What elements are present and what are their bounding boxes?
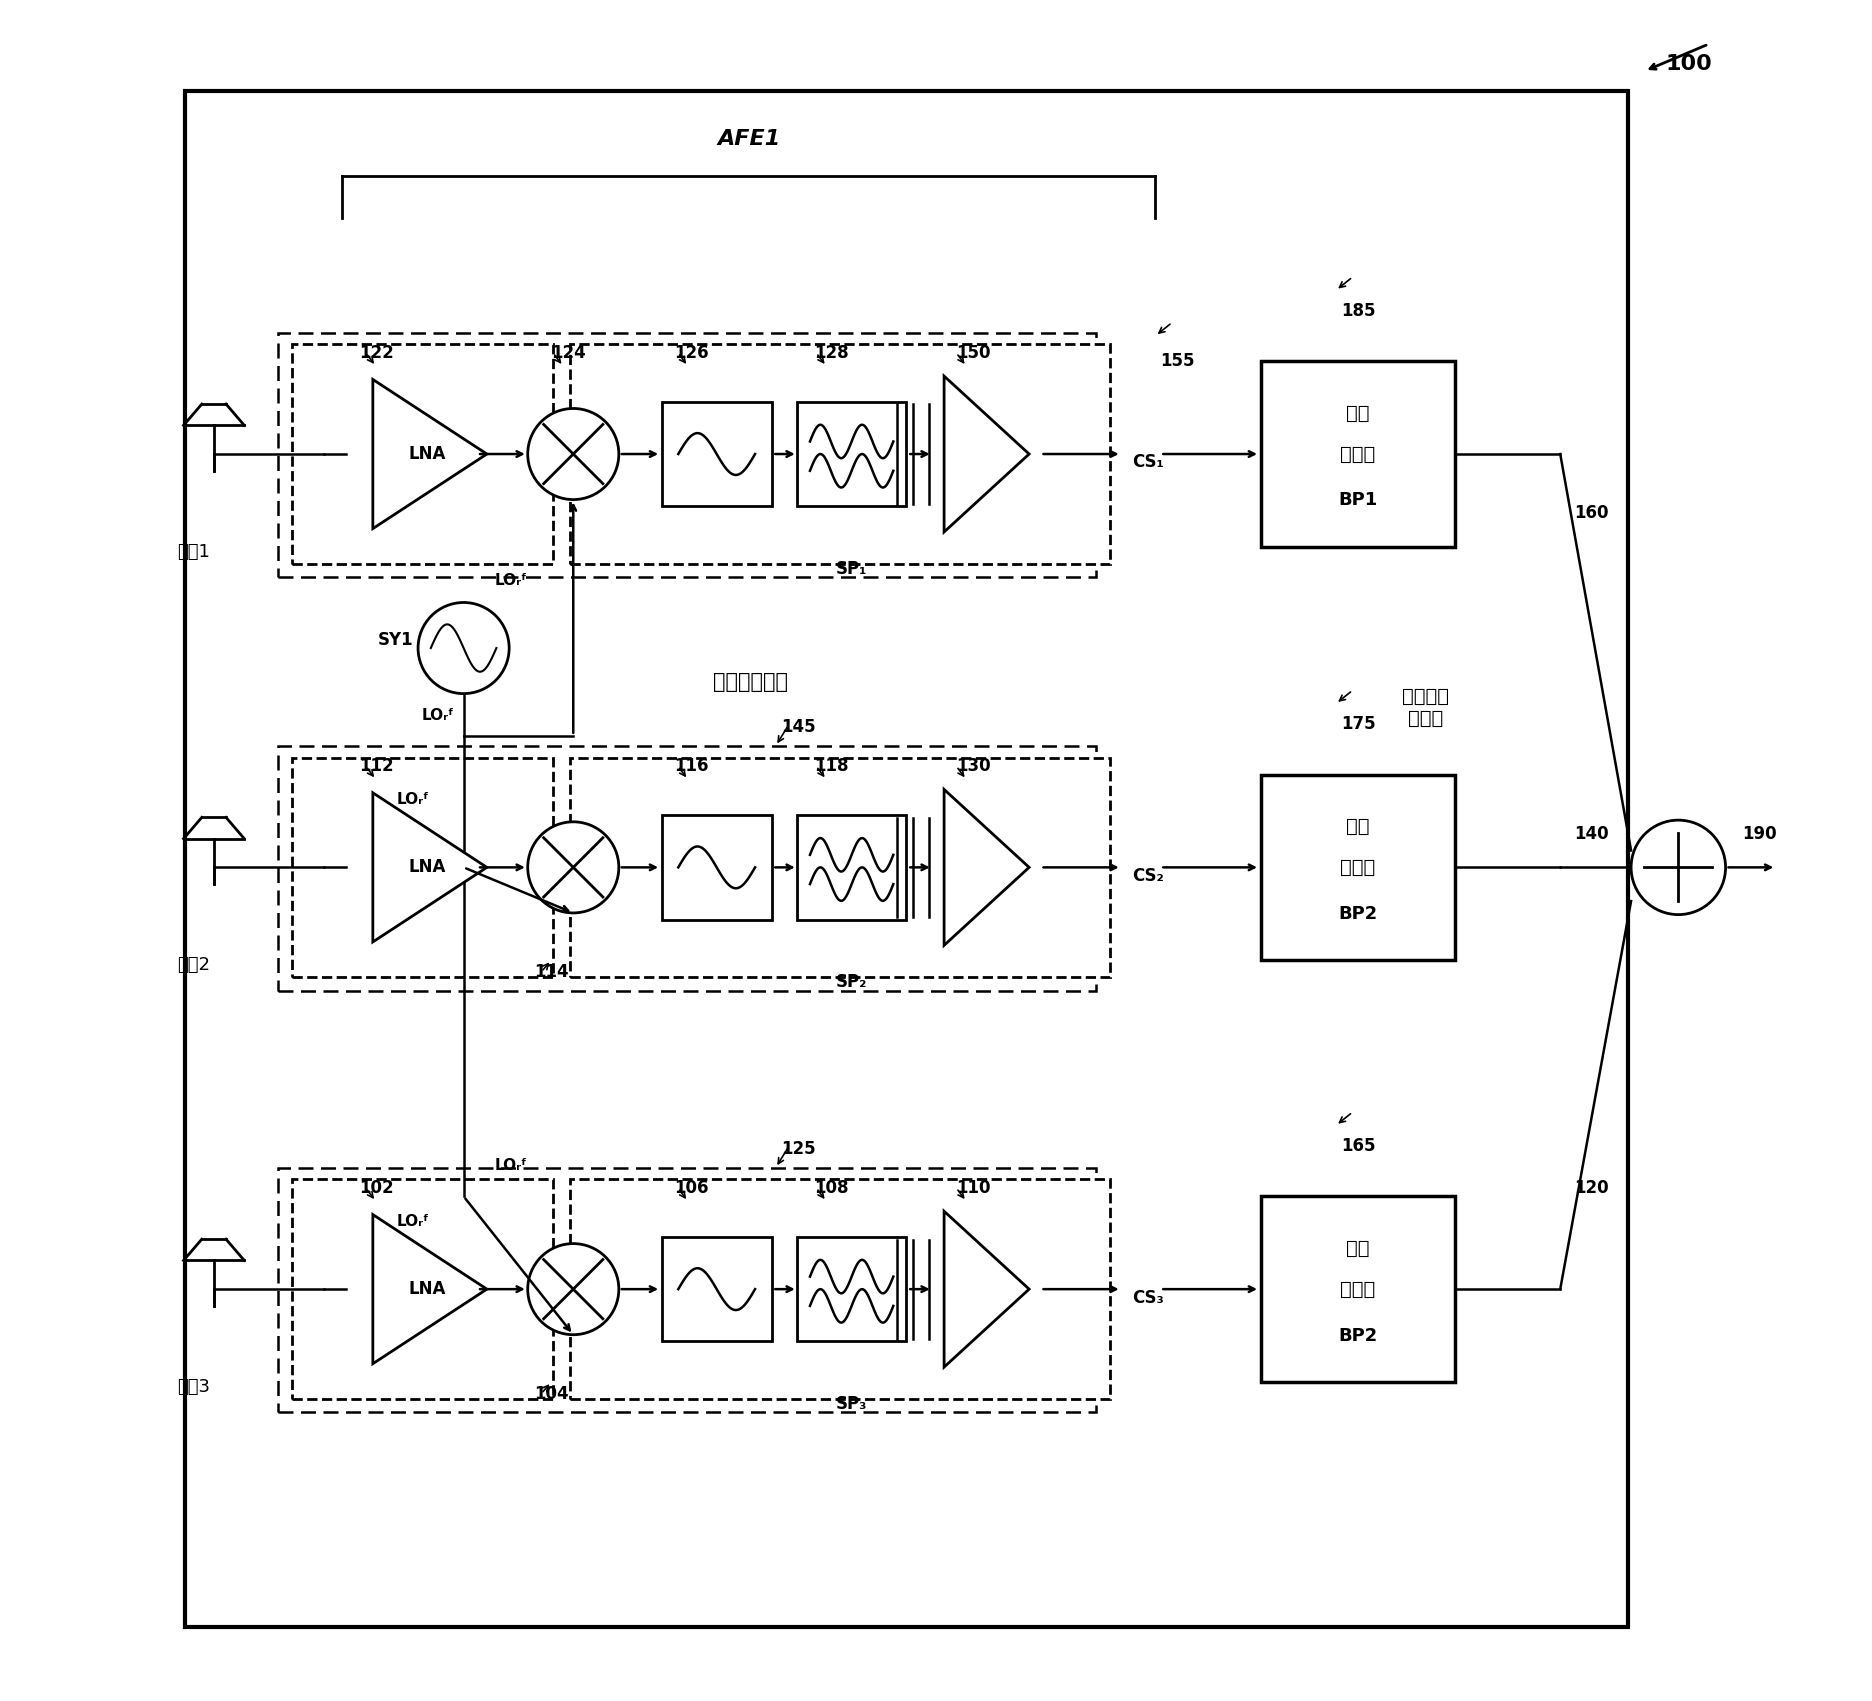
Polygon shape xyxy=(279,747,1097,990)
Text: 190: 190 xyxy=(1743,825,1777,842)
Polygon shape xyxy=(1260,1196,1455,1381)
Text: 处理器: 处理器 xyxy=(1340,857,1376,878)
Polygon shape xyxy=(797,1237,906,1342)
Text: 处理器: 处理器 xyxy=(1340,444,1376,464)
Text: BP1: BP1 xyxy=(1338,492,1378,509)
Text: 106: 106 xyxy=(674,1179,709,1198)
Polygon shape xyxy=(373,379,487,529)
Text: 125: 125 xyxy=(781,1140,816,1158)
Polygon shape xyxy=(373,793,487,942)
Text: 114: 114 xyxy=(535,963,569,981)
Text: 天线3: 天线3 xyxy=(178,1378,210,1397)
Text: CS₁: CS₁ xyxy=(1133,454,1164,471)
Polygon shape xyxy=(1260,361,1455,546)
Text: 126: 126 xyxy=(674,344,709,362)
Polygon shape xyxy=(943,789,1030,946)
Text: 118: 118 xyxy=(814,757,850,776)
Text: 165: 165 xyxy=(1340,1136,1376,1155)
Text: 102: 102 xyxy=(359,1179,393,1198)
Text: 130: 130 xyxy=(957,757,990,776)
Text: 天线1: 天线1 xyxy=(178,543,210,561)
Text: 基带: 基带 xyxy=(1346,816,1370,837)
Text: 128: 128 xyxy=(814,344,850,362)
Text: LOᵣᶠ: LOᵣᶠ xyxy=(421,708,455,723)
Text: 175: 175 xyxy=(1340,714,1376,733)
Text: LOᵣᶠ: LOᵣᶠ xyxy=(494,573,528,589)
Polygon shape xyxy=(292,1179,552,1398)
Text: 145: 145 xyxy=(781,718,816,737)
Text: 处理器: 处理器 xyxy=(1340,1279,1376,1298)
Circle shape xyxy=(528,408,620,500)
Text: LNA: LNA xyxy=(408,1281,446,1298)
Polygon shape xyxy=(292,344,552,563)
Polygon shape xyxy=(292,757,552,976)
Polygon shape xyxy=(663,401,771,507)
Polygon shape xyxy=(569,757,1110,976)
Text: AFE1: AFE1 xyxy=(717,129,781,148)
Text: 185: 185 xyxy=(1340,301,1376,320)
Text: 基带: 基带 xyxy=(1346,1238,1370,1257)
Polygon shape xyxy=(569,344,1110,563)
Polygon shape xyxy=(663,815,771,920)
Text: 108: 108 xyxy=(814,1179,850,1198)
Polygon shape xyxy=(797,401,906,507)
Text: SP₂: SP₂ xyxy=(837,973,867,992)
Text: 122: 122 xyxy=(359,344,393,362)
Polygon shape xyxy=(943,376,1030,532)
Polygon shape xyxy=(663,1237,771,1342)
Text: 116: 116 xyxy=(674,757,709,776)
Text: LOᵣᶠ: LOᵣᶠ xyxy=(397,1215,431,1230)
Text: SY1: SY1 xyxy=(378,631,414,648)
Text: 100: 100 xyxy=(1666,54,1713,75)
Text: 120: 120 xyxy=(1574,1179,1608,1198)
Text: BP2: BP2 xyxy=(1338,1327,1378,1344)
Circle shape xyxy=(528,822,620,913)
Text: SP₃: SP₃ xyxy=(837,1395,867,1414)
Polygon shape xyxy=(569,1179,1110,1398)
Polygon shape xyxy=(185,92,1629,1626)
Text: 155: 155 xyxy=(1161,352,1194,371)
Text: SP₁: SP₁ xyxy=(837,560,867,578)
Text: 传统分集
接收器: 传统分集 接收器 xyxy=(1402,687,1449,728)
Circle shape xyxy=(417,602,509,694)
Polygon shape xyxy=(797,815,906,920)
Text: CS₃: CS₃ xyxy=(1133,1289,1164,1306)
Text: LNA: LNA xyxy=(408,859,446,876)
Text: 124: 124 xyxy=(552,344,586,362)
Circle shape xyxy=(528,1243,620,1335)
Text: BP2: BP2 xyxy=(1338,905,1378,922)
Text: CS₂: CS₂ xyxy=(1133,868,1164,885)
Text: 150: 150 xyxy=(957,344,990,362)
Text: LNA: LNA xyxy=(408,446,446,463)
Text: 基带: 基带 xyxy=(1346,403,1370,424)
Text: 天线2: 天线2 xyxy=(178,956,210,975)
Polygon shape xyxy=(279,333,1097,577)
Polygon shape xyxy=(373,1215,487,1364)
Text: 110: 110 xyxy=(957,1179,990,1198)
Circle shape xyxy=(1631,820,1726,915)
Text: LOᵣᶠ: LOᵣᶠ xyxy=(397,793,431,808)
Text: LOᵣᶠ: LOᵣᶠ xyxy=(494,1158,528,1174)
Polygon shape xyxy=(279,1167,1097,1412)
Text: 112: 112 xyxy=(359,757,393,776)
Text: 160: 160 xyxy=(1574,503,1608,522)
Text: 信号路径处理: 信号路径处理 xyxy=(713,672,788,692)
Polygon shape xyxy=(1260,774,1455,959)
Polygon shape xyxy=(943,1211,1030,1368)
Text: 104: 104 xyxy=(535,1385,569,1403)
Text: 140: 140 xyxy=(1574,825,1608,842)
